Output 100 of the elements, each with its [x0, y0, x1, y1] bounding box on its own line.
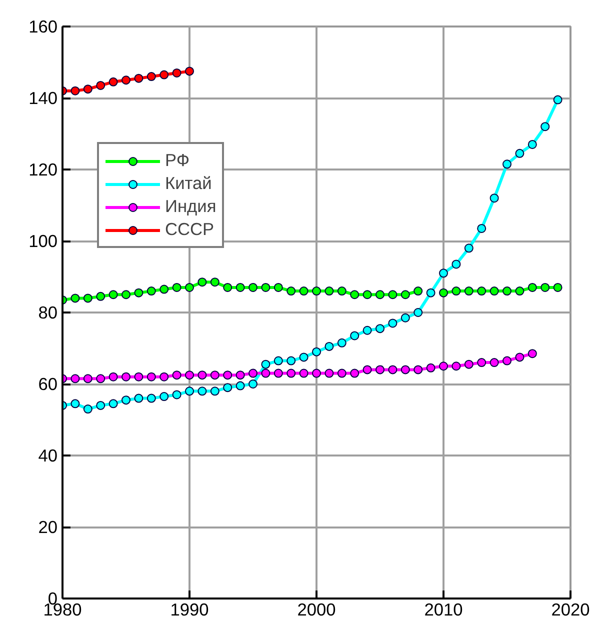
- point: [452, 286, 461, 296]
- point: [185, 282, 194, 292]
- point: [248, 368, 258, 378]
- point: [515, 286, 524, 296]
- point: [146, 372, 156, 382]
- point: [528, 140, 537, 149]
- y-tick-label: 80: [38, 302, 58, 322]
- point: [337, 338, 346, 348]
- point: [223, 370, 232, 380]
- point: [223, 282, 232, 292]
- point: [83, 374, 92, 384]
- point: [236, 282, 245, 292]
- point: [198, 370, 207, 380]
- point: [400, 313, 410, 322]
- point: [464, 286, 474, 296]
- y-tick-label: 160: [28, 16, 58, 36]
- point: [236, 381, 245, 390]
- point: [122, 372, 130, 382]
- point: [324, 342, 334, 351]
- point: [108, 399, 118, 408]
- point: [388, 365, 398, 374]
- point: [376, 290, 384, 300]
- point: [362, 290, 372, 300]
- point: [198, 386, 207, 396]
- point: [350, 331, 360, 340]
- point: [376, 324, 384, 334]
- point: [299, 286, 308, 296]
- legend-label: РФ: [165, 150, 190, 171]
- point: [198, 278, 207, 287]
- point: [185, 66, 194, 76]
- point: [223, 383, 232, 392]
- point: [96, 292, 106, 301]
- point: [70, 399, 80, 408]
- point: [122, 76, 130, 85]
- point: [108, 290, 118, 300]
- point: [477, 286, 486, 296]
- point: [70, 294, 80, 303]
- legend-label: Индия: [165, 196, 216, 217]
- y-tick-label: 120: [28, 160, 58, 180]
- legend-label: СССР: [165, 219, 214, 240]
- point: [515, 352, 524, 362]
- point: [134, 372, 144, 382]
- point: [108, 372, 118, 382]
- point: [134, 394, 144, 403]
- point: [515, 148, 524, 158]
- point: [477, 224, 486, 233]
- point: [464, 244, 474, 253]
- point: [160, 284, 169, 294]
- point: [70, 86, 80, 96]
- point: [286, 356, 296, 366]
- point: [146, 286, 156, 296]
- point: [83, 294, 92, 303]
- x-tick-label: 1990: [170, 600, 209, 620]
- point: [553, 95, 562, 104]
- point: [502, 356, 512, 366]
- point: [490, 194, 499, 203]
- x-tick-label: 2000: [297, 600, 336, 620]
- point: [426, 363, 436, 372]
- point: [261, 282, 270, 292]
- point: [464, 360, 474, 369]
- point: [439, 268, 448, 278]
- point: [312, 368, 321, 378]
- point: [324, 286, 334, 296]
- point: [337, 286, 346, 296]
- y-tick-label: 20: [38, 517, 58, 537]
- point: [286, 286, 296, 296]
- point: [248, 380, 258, 388]
- point: [172, 68, 182, 78]
- point: [528, 282, 537, 292]
- point: [172, 390, 182, 400]
- point: [261, 360, 270, 369]
- point: [83, 404, 92, 414]
- point: [248, 282, 258, 292]
- point: [146, 394, 156, 403]
- point: [350, 290, 360, 300]
- point: [414, 286, 423, 296]
- point: [312, 347, 321, 356]
- point: [400, 365, 410, 374]
- point: [362, 326, 372, 335]
- point: [528, 349, 537, 358]
- point: [477, 358, 486, 368]
- point: [185, 386, 194, 396]
- point: [324, 368, 334, 378]
- point: [414, 365, 423, 374]
- point: [146, 72, 156, 82]
- point: [96, 400, 106, 410]
- point: [236, 370, 245, 380]
- point: [400, 290, 410, 300]
- point: [210, 278, 220, 287]
- point: [122, 396, 130, 405]
- point: [376, 365, 384, 374]
- point: [540, 122, 550, 132]
- point: [96, 80, 106, 90]
- point: [350, 368, 360, 378]
- y-tick-label: 100: [28, 231, 58, 251]
- point: [553, 282, 562, 292]
- point: [312, 286, 321, 296]
- point: [439, 288, 448, 298]
- point: [185, 370, 194, 380]
- point: [274, 282, 283, 292]
